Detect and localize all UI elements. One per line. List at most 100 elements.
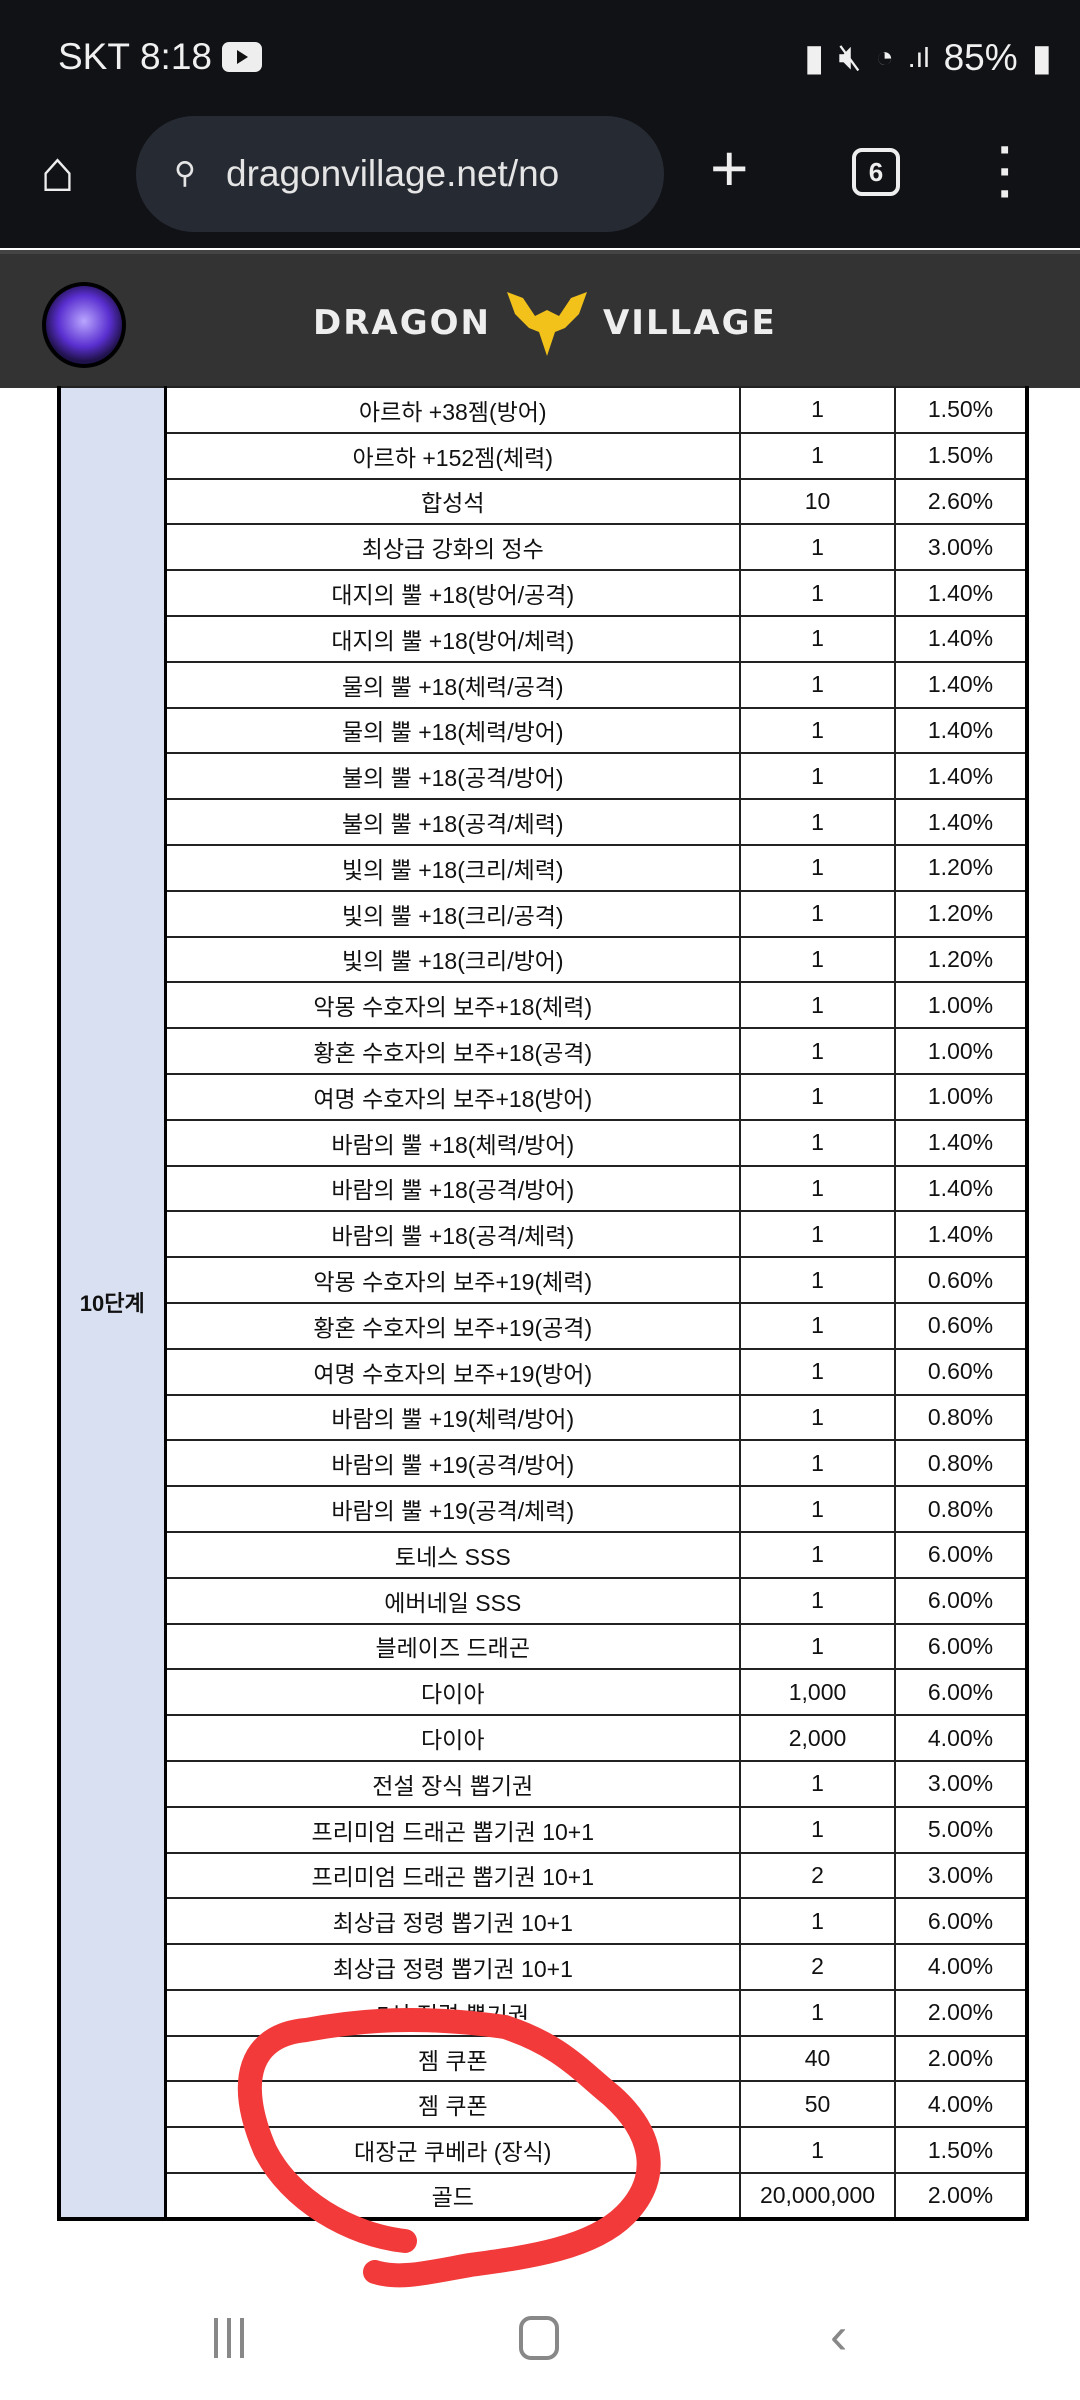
cell-item: 전설 장식 뽑기권 — [164, 1759, 741, 1808]
table-row: 빛의 뿔 +18(크리/공격) 1 1.20% — [59, 889, 1028, 938]
cell-pct: 2.00% — [894, 2034, 1028, 2083]
table-row: 빛의 뿔 +18(크리/방어) 1 1.20% — [59, 935, 1028, 984]
home-button[interactable]: ⌂ — [40, 139, 76, 204]
cell-qty: 1 — [739, 1256, 896, 1304]
table-row: 최상급 정령 뽑기권 10+1 2 4.00% — [59, 1943, 1028, 1991]
wifi-icon: ◔ — [875, 40, 894, 74]
cell-qty: 1,000 — [739, 1668, 896, 1717]
user-avatar[interactable] — [42, 282, 126, 368]
cell-pct: 6.00% — [894, 1530, 1028, 1579]
tab-switcher-button[interactable]: 6 — [852, 148, 900, 196]
signal-icon: .ıl — [907, 41, 930, 73]
cell-qty: 1 — [739, 798, 896, 846]
youtube-notification-icon — [221, 42, 262, 72]
cell-pct: 0.80% — [894, 1439, 1028, 1488]
cell-qty: 1 — [739, 660, 896, 709]
cell-item: 여명 수호자의 보주+19(방어) — [164, 1347, 741, 1396]
cell-item: 대장군 쿠베라 (장식) — [164, 2126, 741, 2175]
site-settings-icon[interactable]: ⚲ — [174, 157, 196, 190]
cell-qty: 1 — [739, 523, 896, 572]
clock: 8:18 — [139, 36, 212, 77]
table-row: 합성석 10 2.60% — [59, 477, 1028, 526]
cell-pct: 6.00% — [894, 1897, 1028, 1946]
cell-qty: 1 — [739, 1897, 896, 1946]
table-row: 10단계 아르하 +38젬(방어) 1 1.50% — [58, 386, 1028, 2220]
table-row: 토네스 SSS 1 6.00% — [59, 1530, 1028, 1579]
cell-qty: 1 — [739, 2126, 896, 2175]
cell-item: 최상급 정령 뽑기권 10+1 — [164, 1943, 741, 1991]
navigation-bar: ‹ — [0, 2270, 1080, 2400]
table-row: 대지의 뿔 +18(방어/체력) 1 1.40% — [59, 614, 1028, 663]
url-text: dragonvillage.net/no — [226, 153, 560, 194]
cell-pct: 4.00% — [894, 1714, 1028, 1762]
cell-qty: 1 — [739, 752, 896, 801]
menu-button[interactable]: · · · — [998, 124, 1014, 221]
table-row: 빛의 뿔 +18(크리/체력) 1 1.20% — [59, 843, 1028, 892]
cell-qty: 1 — [739, 431, 896, 480]
back-nav-button[interactable]: ‹ — [830, 2307, 848, 2365]
cell-pct: 2.00% — [894, 2172, 1028, 2220]
battery-icon: ▮ — [1031, 37, 1052, 78]
new-tab-button[interactable]: + — [710, 131, 749, 205]
table-row: 바람의 뿔 +19(체력/방어) 1 0.80% — [59, 1393, 1028, 1442]
cell-qty: 1 — [739, 1576, 896, 1625]
table-row: 최상급 강화의 정수 1 3.00% — [59, 523, 1028, 572]
table-row: 젬 쿠폰 50 4.00% — [59, 2080, 1028, 2129]
cell-pct: 1.50% — [894, 2126, 1028, 2175]
cell-item: 바람의 뿔 +19(체력/방어) — [164, 1393, 741, 1442]
table-row: 프리미엄 드래곤 뽑기권 10+1 1 5.00% — [59, 1805, 1028, 1854]
home-nav-button[interactable] — [519, 2316, 559, 2360]
table-row: 블레이즈 드래곤 1 6.00% — [59, 1622, 1028, 1671]
tab-count: 6 — [868, 156, 884, 187]
cell-qty: 1 — [739, 1301, 896, 1350]
cell-qty: 1 — [739, 843, 896, 892]
cell-qty: 1 — [739, 1759, 896, 1808]
cell-item: 황혼 수호자의 보주+19(공격) — [164, 1301, 741, 1350]
cell-qty: 10 — [739, 477, 896, 526]
table-row: 악몽 수호자의 보주+18(체력) 1 1.00% — [59, 981, 1028, 1030]
table-row: 전설 장식 뽑기권 1 3.00% — [59, 1759, 1028, 1808]
cell-qty: 1 — [739, 981, 896, 1030]
cell-pct: 1.20% — [894, 935, 1028, 984]
table-row: 여명 수호자의 보주+18(방어) 1 1.00% — [59, 1072, 1028, 1121]
cell-qty: 1 — [739, 1210, 896, 1259]
cell-item: 황혼 수호자의 보주+18(공격) — [164, 1027, 741, 1075]
recent-apps-button[interactable] — [214, 2318, 254, 2358]
logo-emblem-icon — [506, 292, 587, 356]
cell-item: 합성석 — [164, 477, 741, 526]
cell-qty: 2 — [739, 1851, 896, 1900]
cell-pct: 1.40% — [894, 752, 1028, 801]
cell-qty: 1 — [739, 1805, 896, 1854]
table-row: 젬 쿠폰 40 2.00% — [59, 2034, 1028, 2083]
cell-qty: 20,000,000 — [739, 2172, 896, 2220]
cell-item: 빛의 뿔 +18(크리/방어) — [164, 935, 741, 984]
cell-pct: 4.00% — [894, 2080, 1028, 2129]
cell-qty: 1 — [739, 935, 896, 984]
cell-qty: 1 — [739, 1530, 896, 1579]
table-row: 여명 수호자의 보주+19(방어) 1 0.60% — [59, 1347, 1028, 1396]
cell-item: 빛의 뿔 +18(크리/공격) — [164, 889, 741, 938]
cell-pct: 6.00% — [894, 1668, 1028, 1717]
cell-pct: 1.50% — [894, 431, 1028, 480]
cell-pct: 3.00% — [894, 1851, 1028, 1900]
cell-item: 물의 뿔 +18(체력/공격) — [164, 660, 741, 709]
table-row: 황혼 수호자의 보주+19(공격) 1 0.60% — [59, 1301, 1028, 1350]
cell-pct: 6.00% — [894, 1622, 1028, 1671]
cell-item: 에버네일 SSS — [164, 1576, 741, 1625]
cell-item: 바람의 뿔 +19(공격/체력) — [164, 1485, 741, 1533]
cell-pct: 1.40% — [894, 614, 1028, 663]
cell-item: 최상급 강화의 정수 — [164, 523, 741, 572]
cell-item: 바람의 뿔 +18(체력/방어) — [164, 1118, 741, 1167]
cell-item: 바람의 뿔 +18(공격/체력) — [164, 1210, 741, 1259]
table-row: 물의 뿔 +18(체력/공격) 1 1.40% — [59, 660, 1028, 709]
cell-qty: 2,000 — [739, 1714, 896, 1762]
cell-pct: 2.60% — [894, 477, 1028, 526]
cell-item: 아르하 +152젬(체력) — [164, 431, 741, 480]
cell-item: 아르하 +38젬(방어) — [164, 386, 741, 434]
address-bar[interactable]: ⚲ dragonvillage.net/no — [136, 116, 664, 232]
cell-pct: 1.50% — [894, 386, 1028, 434]
dragon-village-logo[interactable]: DRAGON VILLAGE — [313, 288, 777, 358]
table-row: 아르하 +152젬(체력) 1 1.50% — [59, 431, 1028, 480]
cell-item: 젬 쿠폰 — [164, 2034, 741, 2083]
cell-item: 골드 — [164, 2172, 741, 2220]
